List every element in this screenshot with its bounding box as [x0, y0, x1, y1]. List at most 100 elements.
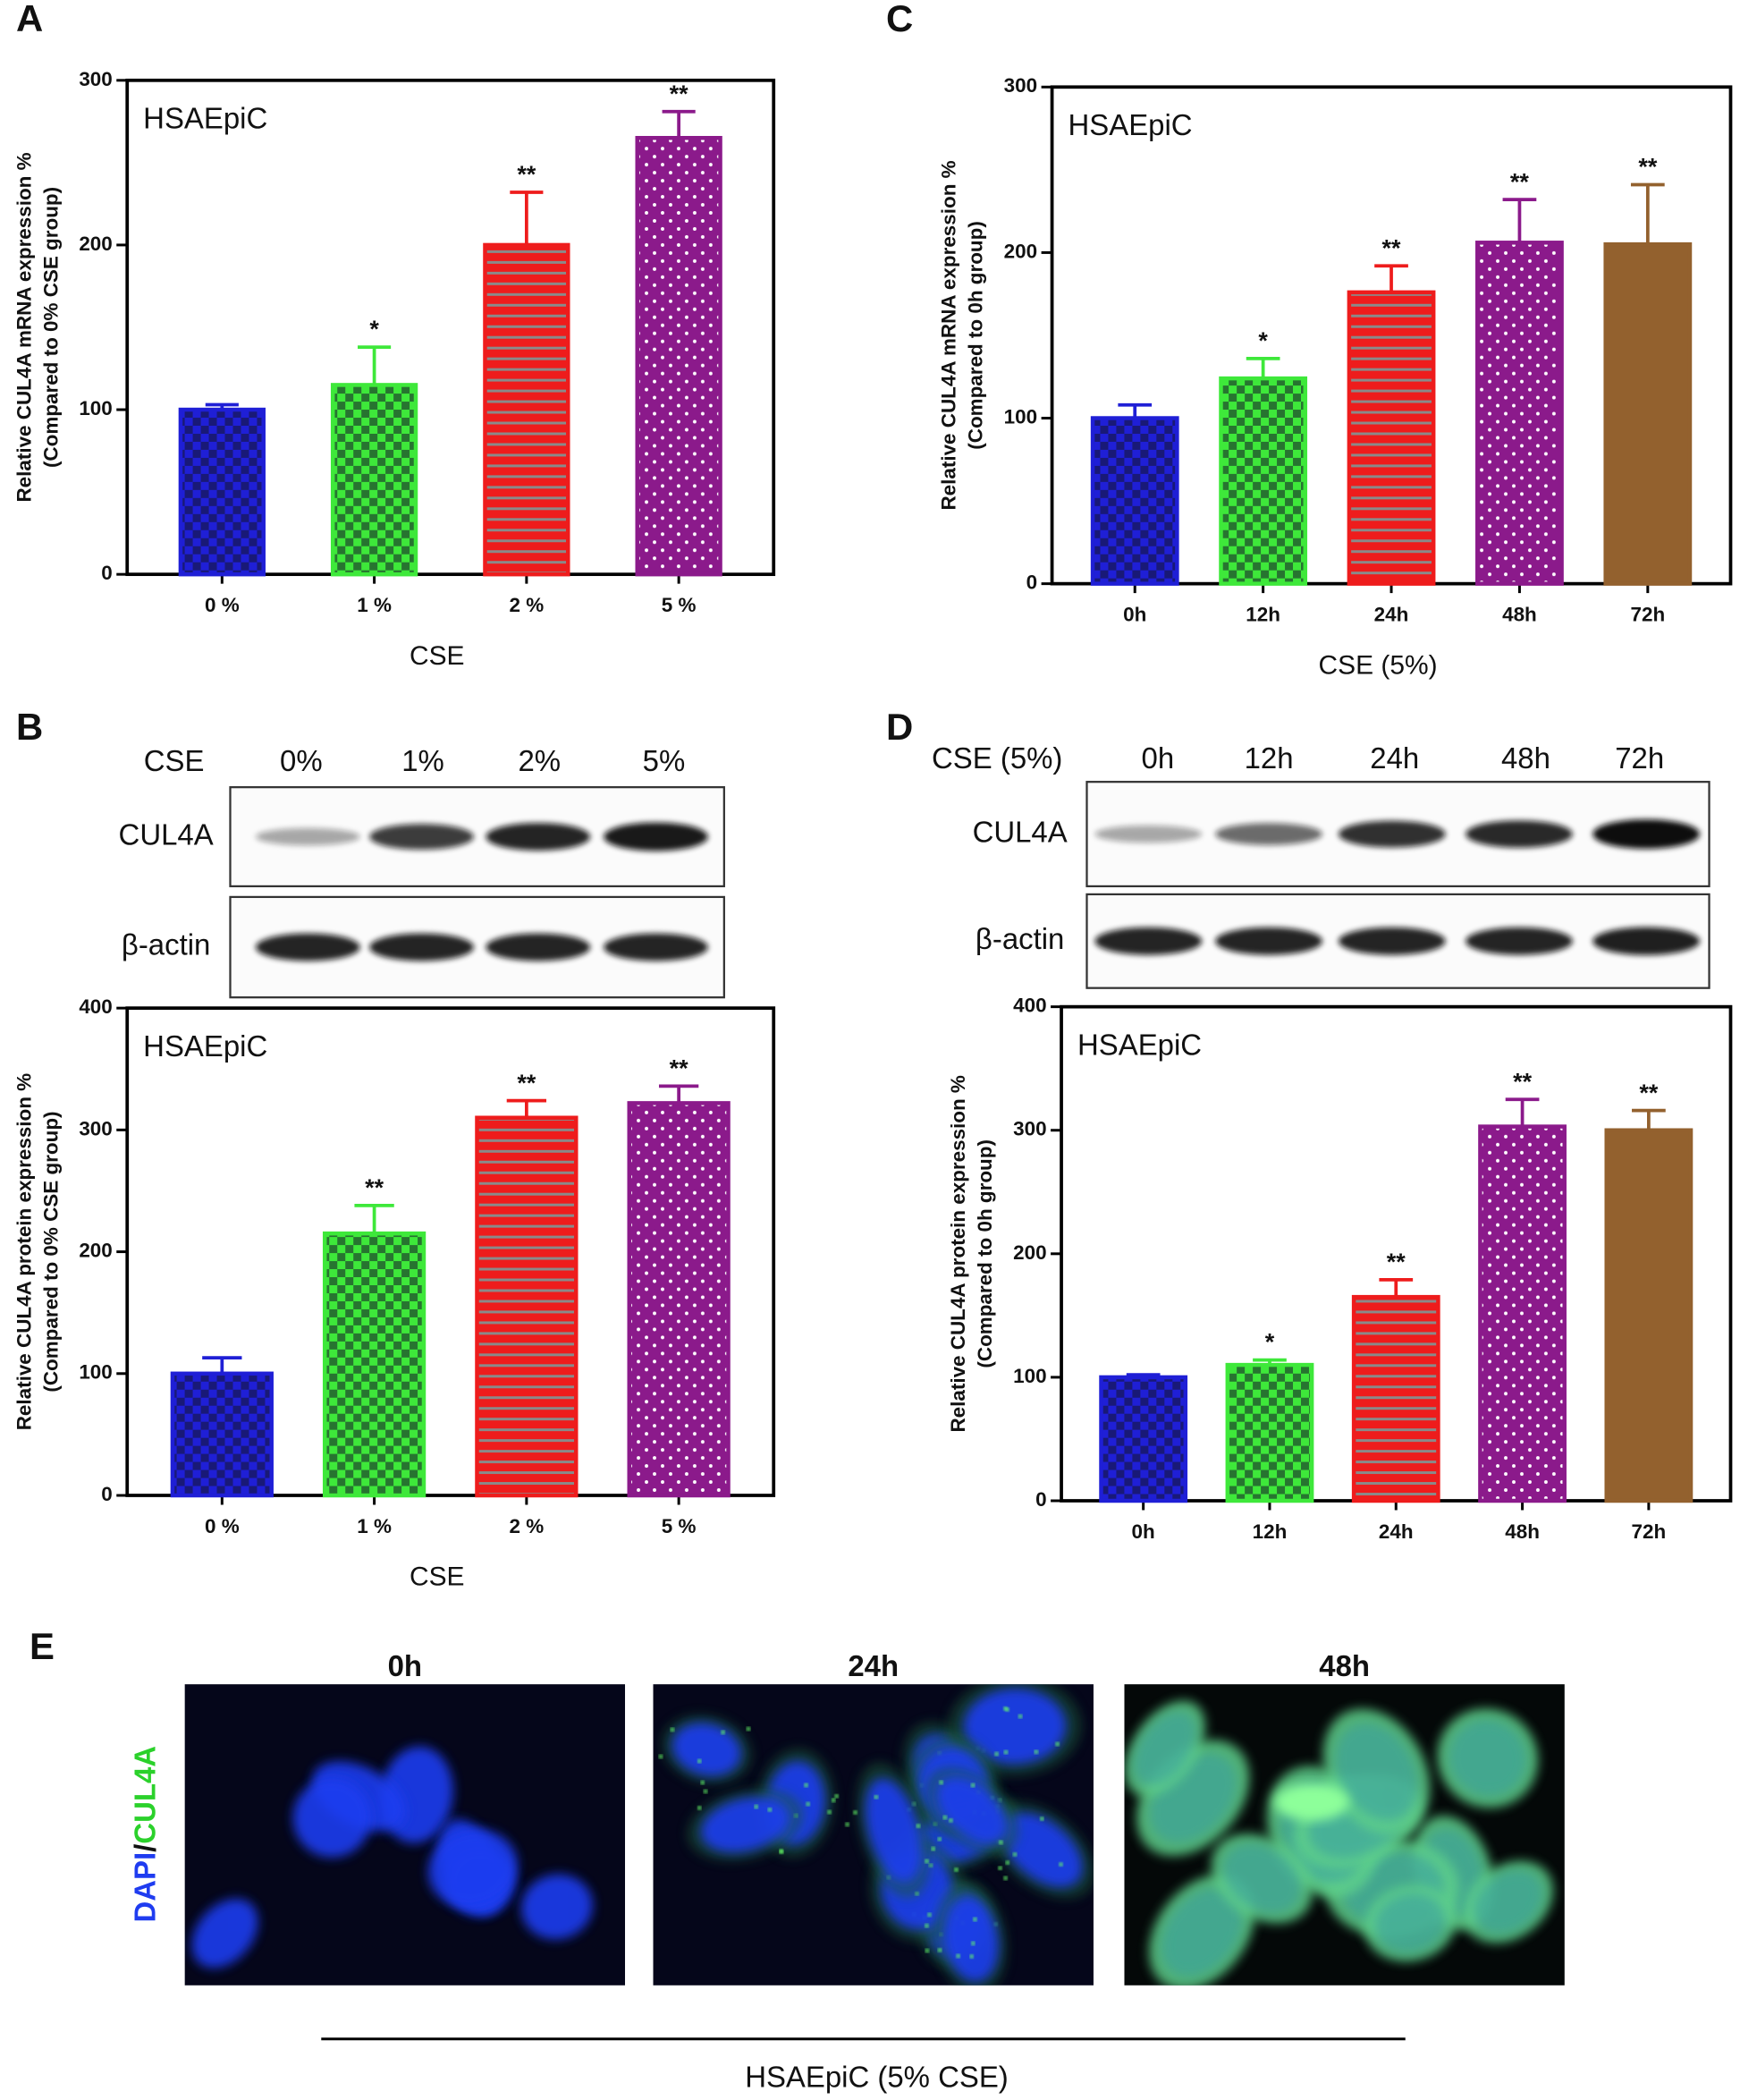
blot-row-label: β-actin [122, 928, 210, 961]
blot-row-label: CUL4A [119, 817, 214, 851]
nucleus [1134, 1711, 1196, 1786]
speckle [1003, 1876, 1008, 1881]
nucleus [672, 1723, 741, 1776]
chart-annotation: HSAEpiC [1077, 1028, 1202, 1061]
lane-label: 0h [1142, 741, 1175, 775]
blot-band [1465, 927, 1573, 955]
speckle [806, 1801, 810, 1807]
speckle [700, 1780, 705, 1785]
significance-label: ** [670, 1054, 688, 1081]
x-axis-label: CSE (5%) [1319, 650, 1438, 680]
blot-band [604, 933, 708, 961]
bar [178, 407, 266, 577]
y-tick-label: 100 [1004, 405, 1037, 428]
blot-band [1094, 825, 1203, 843]
speckle [954, 1867, 959, 1872]
bar [1351, 1294, 1440, 1503]
nucleus [427, 1829, 518, 1909]
speckle [973, 1917, 977, 1922]
bar [1478, 1124, 1567, 1503]
y-axis-label: (Compared to 0% CSE group) [39, 1112, 62, 1393]
speckle [925, 1923, 929, 1928]
x-tick-label: 48h [1505, 1520, 1540, 1543]
x-tick-label: 24h [1374, 604, 1409, 626]
plot-frame [125, 78, 776, 577]
blot-band [1215, 823, 1322, 845]
blot-band [486, 933, 591, 961]
speckle [754, 1804, 758, 1809]
nucleus [292, 1778, 372, 1858]
speckle [916, 1824, 921, 1828]
speckle [969, 1954, 974, 1959]
significance-label: * [1258, 327, 1268, 354]
bar [1219, 376, 1308, 586]
lane-label: 2% [518, 744, 561, 777]
y-axis-label: (Compared to 0h group) [974, 1139, 996, 1368]
y-tick-label: 0 [101, 1483, 112, 1505]
blot-band [255, 933, 360, 961]
bar [1604, 1128, 1694, 1503]
y-tick-label: 300 [1013, 1118, 1046, 1140]
nucleus [1449, 1719, 1527, 1797]
speckle [949, 1818, 953, 1823]
y-axis-label: Relative CUL4A mRNA expression % [13, 152, 35, 502]
significance-label: ** [670, 80, 688, 107]
speckle [834, 1793, 839, 1799]
speckle [1055, 1741, 1060, 1747]
stain-label-part: DAPI [128, 1852, 161, 1923]
blot-band [1094, 927, 1203, 955]
bar [322, 1231, 427, 1498]
bar [627, 1101, 731, 1498]
x-tick-label: 1 % [357, 594, 392, 616]
y-tick-label: 0 [1035, 1488, 1046, 1511]
lane-label: 24h [1370, 741, 1419, 775]
speckle [999, 1840, 1003, 1845]
chart-annotation: HSAEpiC [143, 101, 267, 134]
speckle [939, 1780, 943, 1785]
chart-annotation: HSAEpiC [1068, 108, 1193, 141]
x-tick-label: 2 % [510, 1515, 545, 1537]
bar [1475, 241, 1564, 586]
speckle [721, 1730, 725, 1735]
x-tick-label: 12h [1246, 604, 1280, 626]
lane-label: 5% [643, 744, 686, 777]
y-tick-label: 100 [79, 397, 112, 419]
blot-header: CSE [144, 744, 205, 777]
fluorescence-image [1124, 1684, 1565, 1986]
y-tick-label: 100 [1013, 1365, 1046, 1387]
speckle [1005, 1860, 1010, 1865]
blot-band [369, 933, 474, 961]
nucleus [1161, 1887, 1243, 1977]
stain-label: DAPI/CUL4A [128, 1746, 161, 1923]
speckle [971, 1941, 976, 1946]
bar [483, 242, 570, 577]
bar [1090, 416, 1179, 586]
x-axis-label: CSE [410, 641, 465, 671]
nucleus [520, 1874, 593, 1940]
nucleus [191, 1898, 258, 1969]
y-tick-label: 0 [101, 562, 112, 584]
bar [170, 1371, 274, 1498]
nucleus [1222, 1843, 1301, 1913]
bar [1225, 1362, 1314, 1503]
x-tick-label: 24h [1379, 1520, 1414, 1543]
panel-label: A [16, 0, 43, 39]
speckle [931, 1846, 936, 1851]
significance-label: ** [1639, 1080, 1658, 1106]
bright-cell [1274, 1782, 1349, 1821]
y-tick-label: 200 [1004, 240, 1037, 262]
blot-band [1338, 927, 1446, 955]
significance-label: ** [1382, 234, 1401, 261]
blot-band [1215, 927, 1322, 955]
bar [475, 1115, 579, 1498]
y-tick-label: 400 [79, 995, 112, 1018]
caption: HSAEpiC (5% CSE) [745, 2060, 1009, 2093]
x-tick-label: 0 % [205, 1515, 240, 1537]
y-axis-label: (Compared to 0h group) [965, 221, 987, 450]
y-tick-label: 200 [79, 233, 112, 255]
speckle [767, 1808, 773, 1812]
speckle [1003, 1749, 1009, 1755]
significance-label: ** [1387, 1249, 1406, 1275]
blot-header: CSE (5%) [932, 741, 1062, 775]
